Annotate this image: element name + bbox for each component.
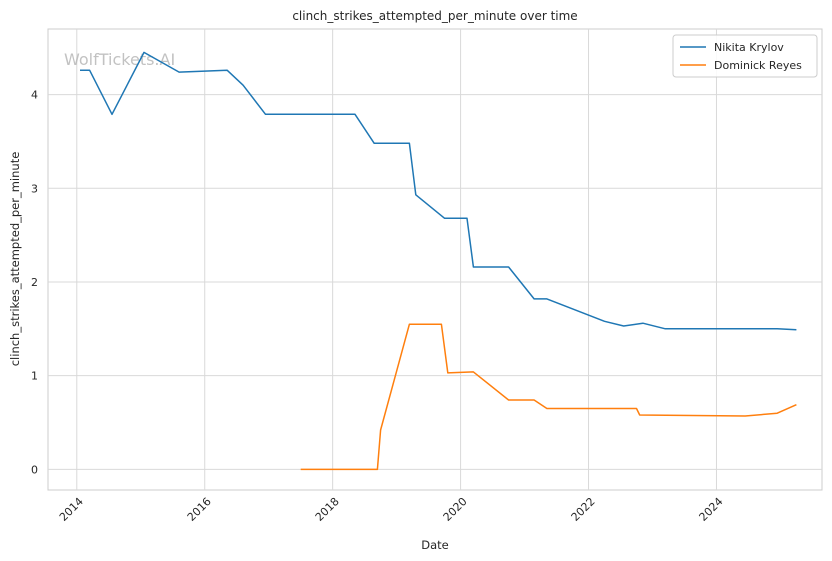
watermark: WolfTickets.AI [64, 50, 175, 69]
x-axis-title: Date [421, 538, 449, 552]
x-tick-label: 2016 [185, 495, 214, 524]
series-layer [80, 51, 797, 471]
y-gridlines [48, 94, 822, 470]
x-gridlines [76, 29, 717, 490]
y-tick-label: 3 [31, 182, 38, 195]
x-tick-label: 2014 [57, 495, 86, 524]
legend-label: Nikita Krylov [714, 41, 784, 54]
x-tick-labels: 2014 2016 2018 2020 2022 2024 [57, 495, 726, 524]
legend: Nikita Krylov Dominick Reyes [672, 34, 818, 78]
x-tick-label: 2022 [569, 495, 598, 524]
y-tick-labels: 0 1 2 3 4 [31, 89, 38, 477]
x-tick-label: 2024 [697, 495, 726, 524]
x-tick-label: 2020 [441, 495, 470, 524]
y-tick-label: 2 [31, 276, 38, 289]
series-line [80, 51, 797, 331]
series-line [300, 323, 797, 471]
y-tick-label: 0 [31, 463, 38, 476]
legend-label: Dominick Reyes [714, 59, 802, 72]
plot-area [47, 28, 823, 491]
y-tick-label: 1 [31, 370, 38, 383]
y-axis-title: clinch_strikes_attempted_per_minute [8, 152, 22, 367]
chart-title: clinch_strikes_attempted_per_minute over… [292, 9, 577, 23]
y-tick-label: 4 [31, 89, 38, 102]
legend-box [672, 34, 818, 78]
x-tick-label: 2018 [313, 495, 342, 524]
